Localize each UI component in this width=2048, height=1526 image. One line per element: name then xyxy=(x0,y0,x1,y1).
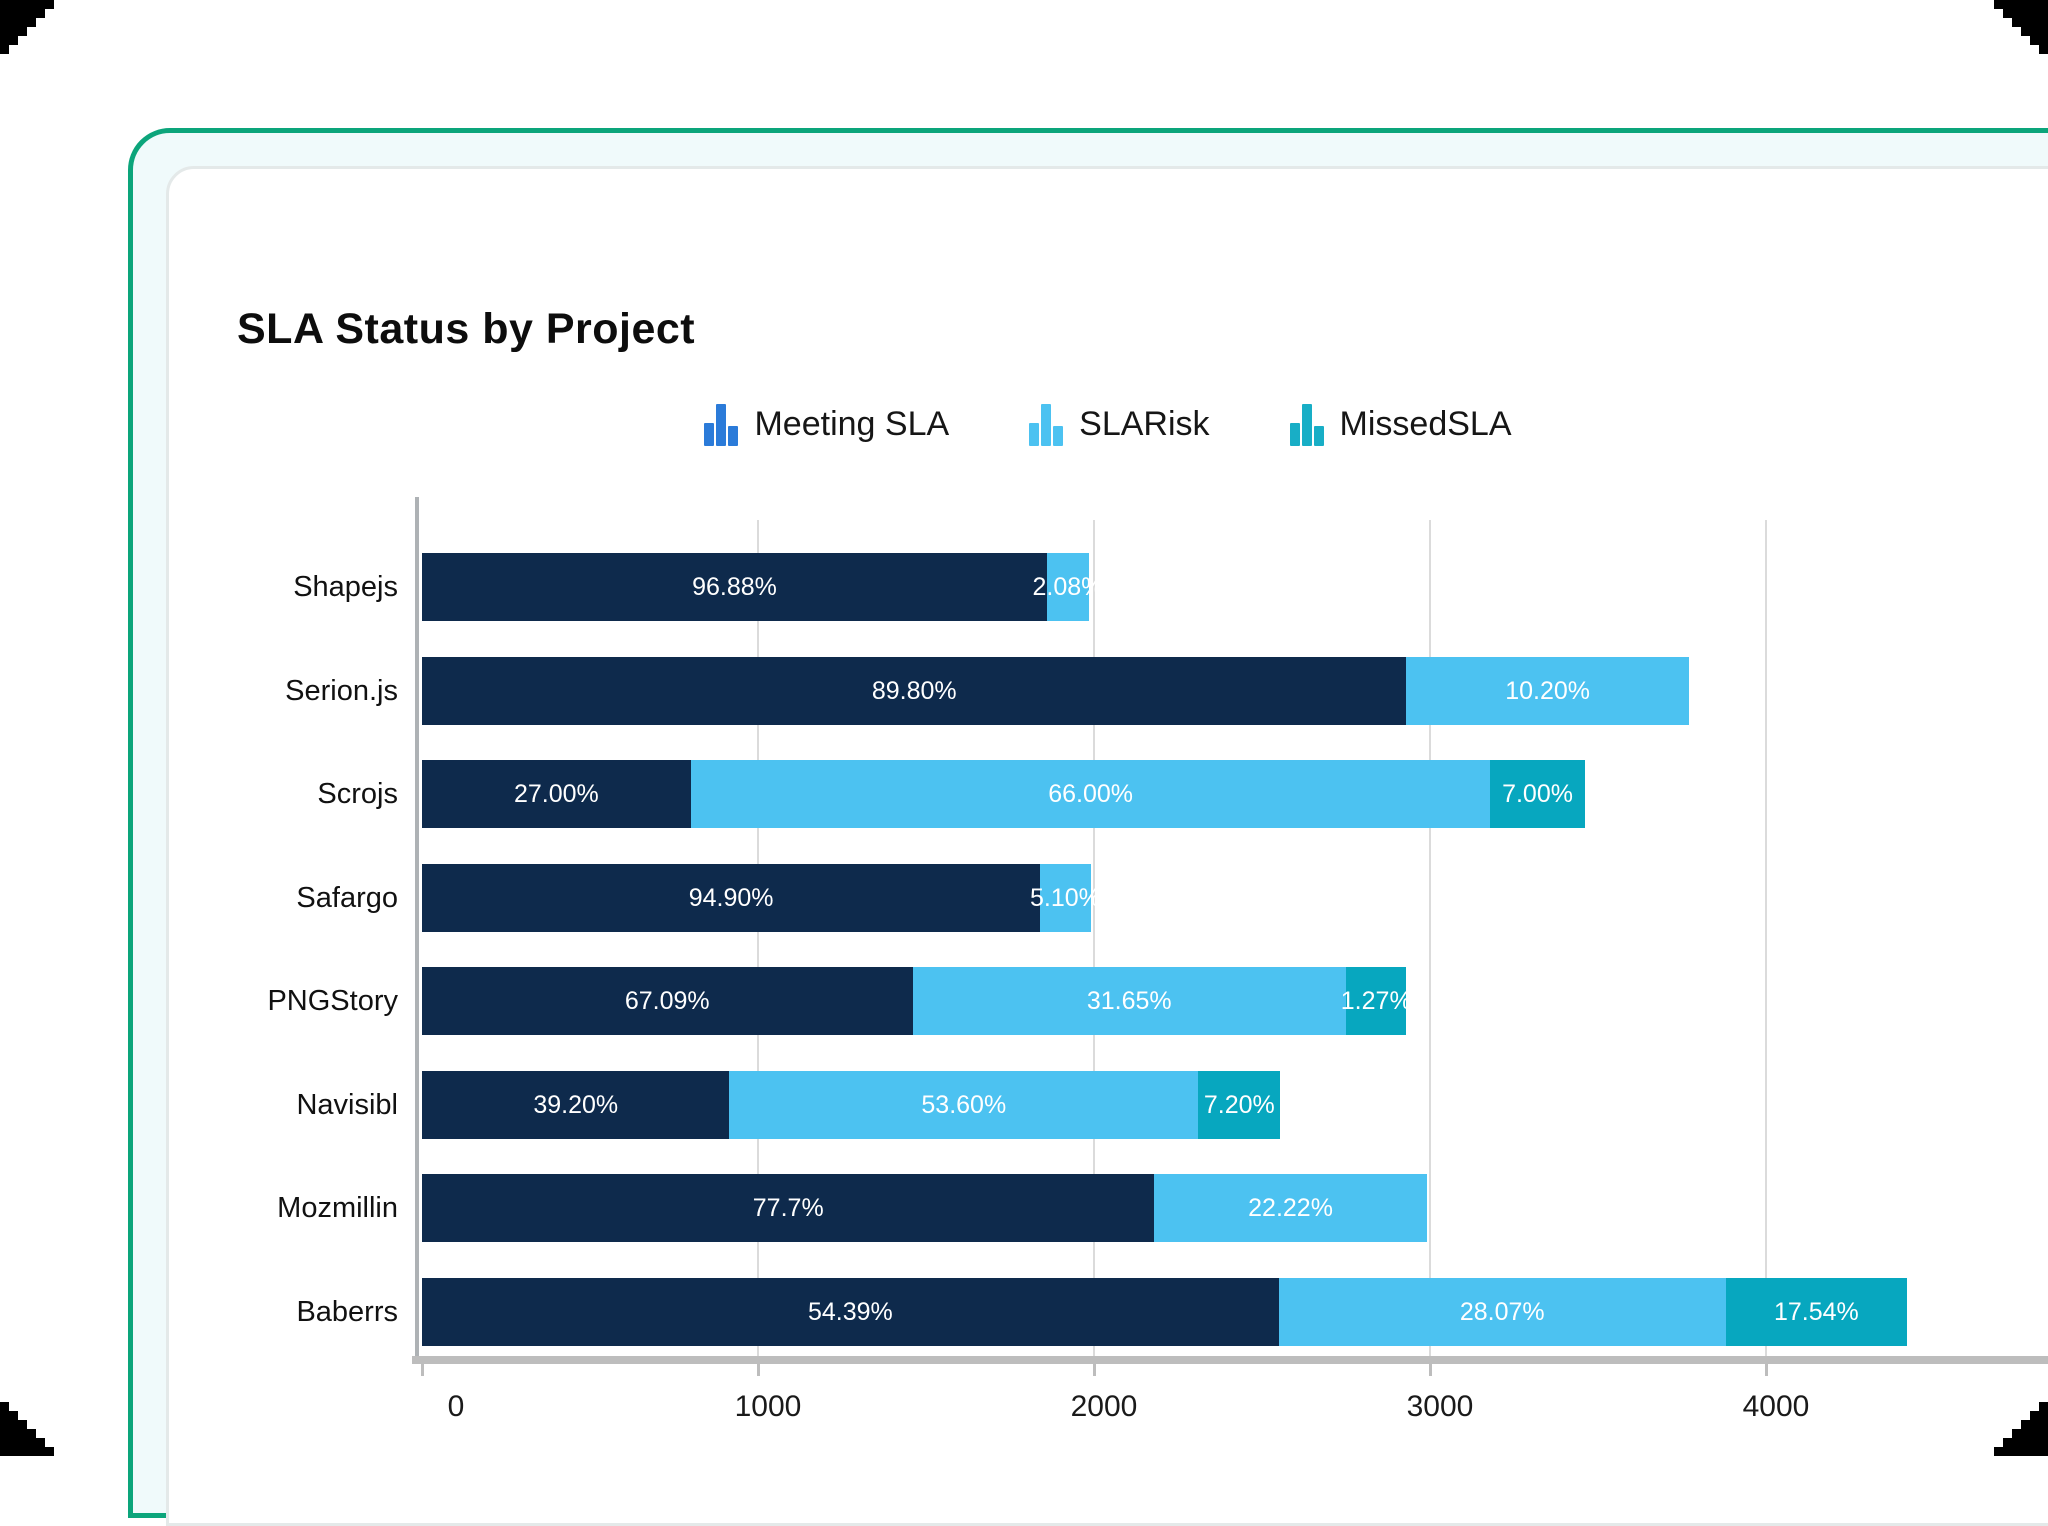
legend-label: SLARisk xyxy=(1079,402,1209,446)
bar-segment-label: 66.00% xyxy=(1048,760,1133,828)
bar-segment-slarisk[interactable]: 28.07% xyxy=(1279,1278,1726,1346)
bar-segment-label: 7.20% xyxy=(1204,1071,1275,1139)
legend-item-missedsla[interactable]: MissedSLA xyxy=(1290,402,1512,446)
bar-row: 27.00% 66.00% 7.00% xyxy=(422,760,1585,828)
x-tick-label: 1000 xyxy=(698,1390,838,1424)
bar-segment-label: 17.54% xyxy=(1774,1278,1859,1346)
bar-segment-slarisk[interactable]: 53.60% xyxy=(729,1071,1198,1139)
bar-segment-meeting-sla[interactable]: 54.39% xyxy=(422,1278,1279,1346)
bar-row: 54.39% 28.07% 17.54% xyxy=(422,1278,1907,1346)
corner-decoration-top-left xyxy=(0,0,54,54)
bar-segment-meeting-sla[interactable]: 77.7% xyxy=(422,1174,1154,1242)
bar-segment-slarisk[interactable]: 22.22% xyxy=(1154,1174,1426,1242)
category-label: Scrojs xyxy=(140,760,398,828)
bar-segment-slarisk[interactable]: 66.00% xyxy=(691,760,1491,828)
legend-label: Meeting SLA xyxy=(754,402,949,446)
bar-segment-slarisk[interactable]: 2.08% xyxy=(1047,553,1089,621)
y-axis-line xyxy=(415,497,419,1363)
category-label: Shapejs xyxy=(140,553,398,621)
bar-segment-meeting-sla[interactable]: 39.20% xyxy=(422,1071,729,1139)
plot-area: 96.88% 2.08% 89.80% 10.20% 27.00% 66.00% 7.00%… xyxy=(422,520,2048,1356)
bar-segment-label: 94.90% xyxy=(689,864,774,932)
bar-segment-label: 54.39% xyxy=(808,1278,893,1346)
bar-segment-label: 2.08% xyxy=(1033,553,1104,621)
bar-segment-label: 89.80% xyxy=(872,657,957,725)
category-label: Baberrs xyxy=(140,1278,398,1346)
bar-segment-label: 1.27% xyxy=(1341,967,1412,1035)
category-label: Serion.js xyxy=(140,657,398,725)
legend-item-meeting-sla[interactable]: Meeting SLA xyxy=(704,402,949,446)
category-label: Mozmillin xyxy=(140,1174,398,1242)
bar-row: 89.80% 10.20% xyxy=(422,657,1689,725)
corner-decoration-bottom-left xyxy=(0,1402,54,1456)
chart-legend: Meeting SLA SLARisk MissedSLA xyxy=(168,398,2048,450)
gridline xyxy=(1429,520,1431,1356)
bar-segment-meeting-sla[interactable]: 96.88% xyxy=(422,553,1047,621)
bar-row: 94.90% 5.10% xyxy=(422,864,1091,932)
category-label: Navisibl xyxy=(140,1071,398,1139)
bar-segment-label: 31.65% xyxy=(1087,967,1172,1035)
bar-segment-slarisk[interactable]: 5.10% xyxy=(1040,864,1090,932)
bar-segment-label: 5.10% xyxy=(1030,864,1101,932)
bar-segment-label: 7.00% xyxy=(1502,760,1573,828)
x-axis-tick xyxy=(1093,1364,1096,1376)
x-axis-tick xyxy=(421,1364,424,1376)
bar-segment-meeting-sla[interactable]: 94.90% xyxy=(422,864,1040,932)
bar-segment-meeting-sla[interactable]: 89.80% xyxy=(422,657,1406,725)
bar-segment-slarisk[interactable]: 31.65% xyxy=(913,967,1346,1035)
bar-segment-slarisk[interactable]: 10.20% xyxy=(1406,657,1688,725)
bar-segment-label: 27.00% xyxy=(514,760,599,828)
x-tick-label: 2000 xyxy=(1034,1390,1174,1424)
legend-item-slarisk[interactable]: SLARisk xyxy=(1029,402,1209,446)
screenshot-canvas: SLA Status by Project Meeting SLA SLARis… xyxy=(0,0,2048,1456)
bar-segment-missedsla[interactable]: 17.54% xyxy=(1726,1278,1907,1346)
bar-row: 39.20% 53.60% 7.20% xyxy=(422,1071,1280,1139)
bar-row: 67.09% 31.65% 1.27% xyxy=(422,967,1406,1035)
category-label: Safargo xyxy=(140,864,398,932)
bar-row: 77.7% 22.22% xyxy=(422,1174,1427,1242)
bar-chart-icon xyxy=(704,402,738,446)
x-tick-label: 0 xyxy=(386,1390,526,1424)
corner-decoration-top-right xyxy=(1994,0,2048,54)
gridline xyxy=(1765,520,1767,1356)
bar-segment-meeting-sla[interactable]: 67.09% xyxy=(422,967,913,1035)
bar-segment-label: 39.20% xyxy=(533,1071,618,1139)
bar-segment-missedsla[interactable]: 7.20% xyxy=(1198,1071,1280,1139)
bar-segment-label: 53.60% xyxy=(921,1071,1006,1139)
x-axis-line xyxy=(412,1356,2048,1364)
bar-segment-label: 67.09% xyxy=(625,967,710,1035)
x-tick-label: 3000 xyxy=(1370,1390,1510,1424)
bar-row: 96.88% 2.08% xyxy=(422,553,1089,621)
chart-title: SLA Status by Project xyxy=(237,305,695,354)
bar-segment-label: 77.7% xyxy=(753,1174,824,1242)
x-tick-label: 4000 xyxy=(1706,1390,1846,1424)
x-axis-tick xyxy=(1765,1364,1768,1376)
bar-chart-icon xyxy=(1290,402,1324,446)
category-label: PNGStory xyxy=(140,967,398,1035)
bar-segment-label: 96.88% xyxy=(692,553,777,621)
bar-segment-label: 22.22% xyxy=(1248,1174,1333,1242)
bar-segment-label: 10.20% xyxy=(1505,657,1590,725)
x-axis-tick xyxy=(1429,1364,1432,1376)
bar-segment-missedsla[interactable]: 1.27% xyxy=(1346,967,1406,1035)
x-axis-tick xyxy=(757,1364,760,1376)
bar-chart-icon xyxy=(1029,402,1063,446)
bar-segment-missedsla[interactable]: 7.00% xyxy=(1490,760,1584,828)
legend-label: MissedSLA xyxy=(1340,402,1512,446)
bar-segment-label: 28.07% xyxy=(1460,1278,1545,1346)
bar-segment-meeting-sla[interactable]: 27.00% xyxy=(422,760,691,828)
